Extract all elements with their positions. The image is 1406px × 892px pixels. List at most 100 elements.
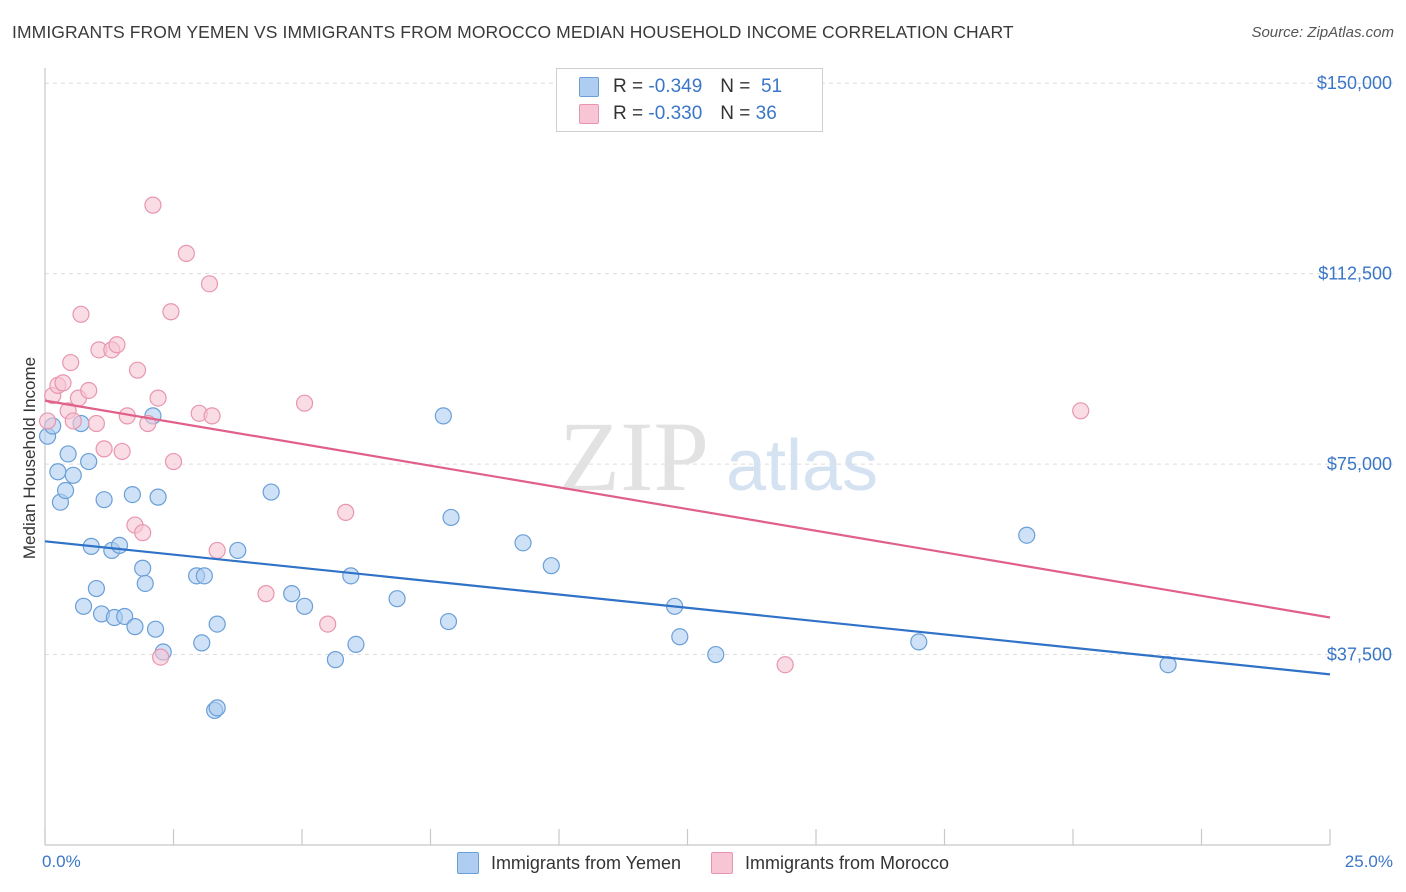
yemen-point: [439, 612, 458, 631]
yemen-point: [95, 491, 113, 509]
yemen-point: [116, 607, 134, 626]
yemen-point: [126, 618, 144, 636]
morocco-point: [72, 305, 90, 323]
yemen-point: [910, 633, 928, 651]
yemen-point: [74, 597, 93, 615]
morocco-point: [152, 648, 170, 666]
x-tick-label-max: 25.0%: [1344, 852, 1393, 871]
x-tick-label-min: 0.0%: [42, 852, 81, 871]
y-tick-label: $150,000: [1317, 73, 1392, 93]
yemen-point: [442, 508, 460, 527]
morocco-point: [38, 412, 57, 430]
yemen-point: [542, 557, 560, 575]
yemen-point: [434, 407, 452, 425]
yemen-point: [195, 567, 213, 585]
correlation-legend: R = -0.349 N = 51 R = -0.330 N = 36: [556, 68, 823, 132]
morocco-point: [257, 585, 275, 603]
chart-title: IMMIGRANTS FROM YEMEN VS IMMIGRANTS FROM…: [12, 22, 1014, 42]
morocco-point: [319, 615, 337, 633]
morocco-point: [80, 381, 98, 400]
morocco-point: [108, 336, 126, 354]
legend-r-value-morocco: -0.330: [648, 103, 703, 124]
legend-swatch-yemen: [456, 852, 479, 874]
y-tick-label: $37,500: [1327, 645, 1392, 665]
morocco-point: [337, 503, 355, 521]
morocco-point: [295, 394, 314, 412]
yemen-point: [80, 452, 98, 471]
y-tick-label: $75,000: [1327, 454, 1392, 474]
morocco-point: [200, 275, 219, 293]
morocco-point: [128, 361, 147, 379]
morocco-point: [134, 524, 152, 542]
watermark-atlas: atlas: [726, 426, 878, 506]
morocco-point: [162, 303, 180, 321]
yemen-point: [149, 488, 167, 506]
y-tick-label: $112,500: [1318, 264, 1392, 284]
yemen-point: [283, 585, 301, 603]
series-legend: Immigrants from Yemen Immigrants from Mo…: [0, 852, 1406, 874]
legend-n-value-yemen: 51: [760, 76, 783, 97]
yemen-point: [295, 597, 314, 615]
morocco-point: [164, 452, 183, 471]
legend-row-morocco: R = -0.330 N = 36: [579, 102, 777, 126]
legend-r-label: R =: [613, 103, 644, 124]
morocco-point: [208, 541, 226, 560]
legend-swatch-morocco: [711, 852, 734, 874]
yemen-point: [59, 445, 77, 463]
yemen-point: [262, 483, 280, 501]
morocco-point: [64, 412, 82, 430]
yemen-point: [229, 541, 247, 560]
yemen-point: [342, 567, 360, 585]
trend-line-morocco: [44, 399, 1331, 619]
yemen-point: [707, 645, 725, 664]
yemen-point: [1018, 526, 1036, 544]
morocco-point: [144, 196, 162, 214]
yemen-point: [64, 466, 82, 484]
legend-item-morocco[interactable]: Immigrants from Morocco: [711, 852, 949, 874]
yemen-point: [208, 615, 226, 633]
y-tick-labels: $37,500 $75,000 $112,500 $150,000: [1317, 73, 1392, 664]
legend-swatch-yemen: [579, 77, 599, 97]
yemen-point: [347, 635, 365, 654]
yemen-point: [56, 481, 75, 500]
yemen-point: [671, 628, 689, 646]
yemen-point: [87, 579, 106, 598]
yemen-point: [326, 651, 345, 669]
legend-label-yemen: Immigrants from Yemen: [490, 852, 682, 873]
yemen-point: [134, 559, 152, 577]
yemen-point: [136, 574, 154, 593]
trend-line-yemen: [44, 540, 1331, 676]
yemen-point: [388, 590, 406, 608]
morocco-point: [177, 244, 195, 262]
series-yemen-points: [38, 407, 1177, 720]
morocco-point: [113, 442, 131, 461]
legend-item-yemen[interactable]: Immigrants from Yemen: [456, 852, 682, 874]
yemen-point: [49, 463, 67, 481]
legend-row-yemen: R = -0.349 N = 51: [579, 75, 782, 99]
legend-n-value-morocco: 36: [755, 103, 777, 124]
trend-lines: [44, 399, 1331, 676]
morocco-point: [149, 389, 167, 407]
morocco-point: [62, 353, 80, 372]
axes: [44, 68, 1331, 846]
legend-n-label: N =: [720, 103, 751, 124]
yemen-point: [208, 699, 226, 717]
yemen-point: [193, 634, 211, 652]
yemen-point: [146, 620, 165, 638]
morocco-point: [95, 440, 113, 458]
legend-swatch-morocco: [579, 104, 599, 124]
morocco-point: [776, 656, 794, 674]
yemen-point: [514, 534, 532, 552]
yemen-point: [110, 536, 129, 554]
series-morocco-points: [38, 196, 1090, 674]
legend-r-label: R =: [613, 76, 644, 97]
legend-label-morocco: Immigrants from Morocco: [745, 852, 950, 873]
legend-n-label: N =: [720, 76, 751, 97]
morocco-point: [1072, 402, 1090, 420]
yemen-point: [123, 485, 141, 504]
morocco-point: [203, 407, 221, 425]
legend-r-value-yemen: -0.349: [648, 76, 703, 97]
gridlines: [45, 82, 1395, 656]
y-axis-label: Median Household Income: [20, 356, 39, 560]
